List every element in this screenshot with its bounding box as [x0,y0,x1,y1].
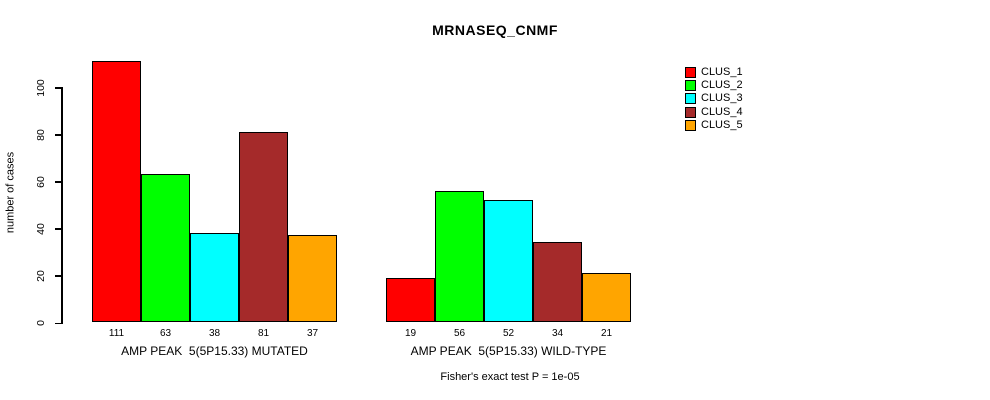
y-axis-line [61,87,63,324]
y-tick [55,322,61,324]
y-tick [55,181,61,183]
legend-label: CLUS_2 [701,79,743,92]
legend-label: CLUS_3 [701,92,743,105]
bar-value-label: 34 [551,328,564,339]
y-tick [55,228,61,230]
bar-value-label: 52 [502,328,515,339]
y-axis-label: number of cases [4,151,17,234]
bar-clus_2 [141,174,190,323]
bar-value-label: 56 [453,328,466,339]
bar-value-label: 38 [208,328,221,339]
bar-value-label: 81 [257,328,270,339]
y-tick-label: 80 [35,129,47,141]
legend-swatch [685,119,696,131]
bar-clus_5 [288,235,337,323]
legend-swatch [685,80,696,92]
legend-swatch [685,106,696,118]
legend-label: CLUS_5 [701,118,743,131]
bar-clus_4 [239,131,288,323]
footnote-text: Fisher's exact test P = 1e-05 [440,371,580,383]
legend-swatch [685,93,696,105]
bar-clus_5 [582,273,631,323]
y-tick-label: 40 [35,223,47,235]
bar-clus_1 [386,277,435,323]
legend-label: CLUS_4 [701,105,743,118]
y-tick-label: 0 [35,320,47,327]
y-tick [55,134,61,136]
legend-swatch [685,67,696,78]
bar-value-label: 63 [159,328,172,339]
bar-clus_3 [484,200,533,323]
chart-title: MRNASEQ_CNMF [432,22,558,38]
y-tick [55,275,61,277]
group-label: AMP PEAK 5(5P15.33) MUTATED [121,344,308,358]
bar-clus_4 [533,242,582,323]
bar-value-label: 21 [600,328,613,339]
y-tick-label: 60 [35,176,47,188]
y-tick-label: 100 [35,78,47,97]
bar-clus_2 [435,190,484,323]
bar-value-label: 111 [108,328,125,339]
bar-clus_3 [190,233,239,323]
bar-clus_1 [92,61,141,323]
bar-value-label: 19 [404,328,417,339]
y-tick-label: 20 [35,270,47,282]
bar-value-label: 37 [306,328,319,339]
group-label: AMP PEAK 5(5P15.33) WILD-TYPE [410,344,607,358]
y-tick [55,87,61,89]
legend-label: CLUS_1 [701,66,743,78]
